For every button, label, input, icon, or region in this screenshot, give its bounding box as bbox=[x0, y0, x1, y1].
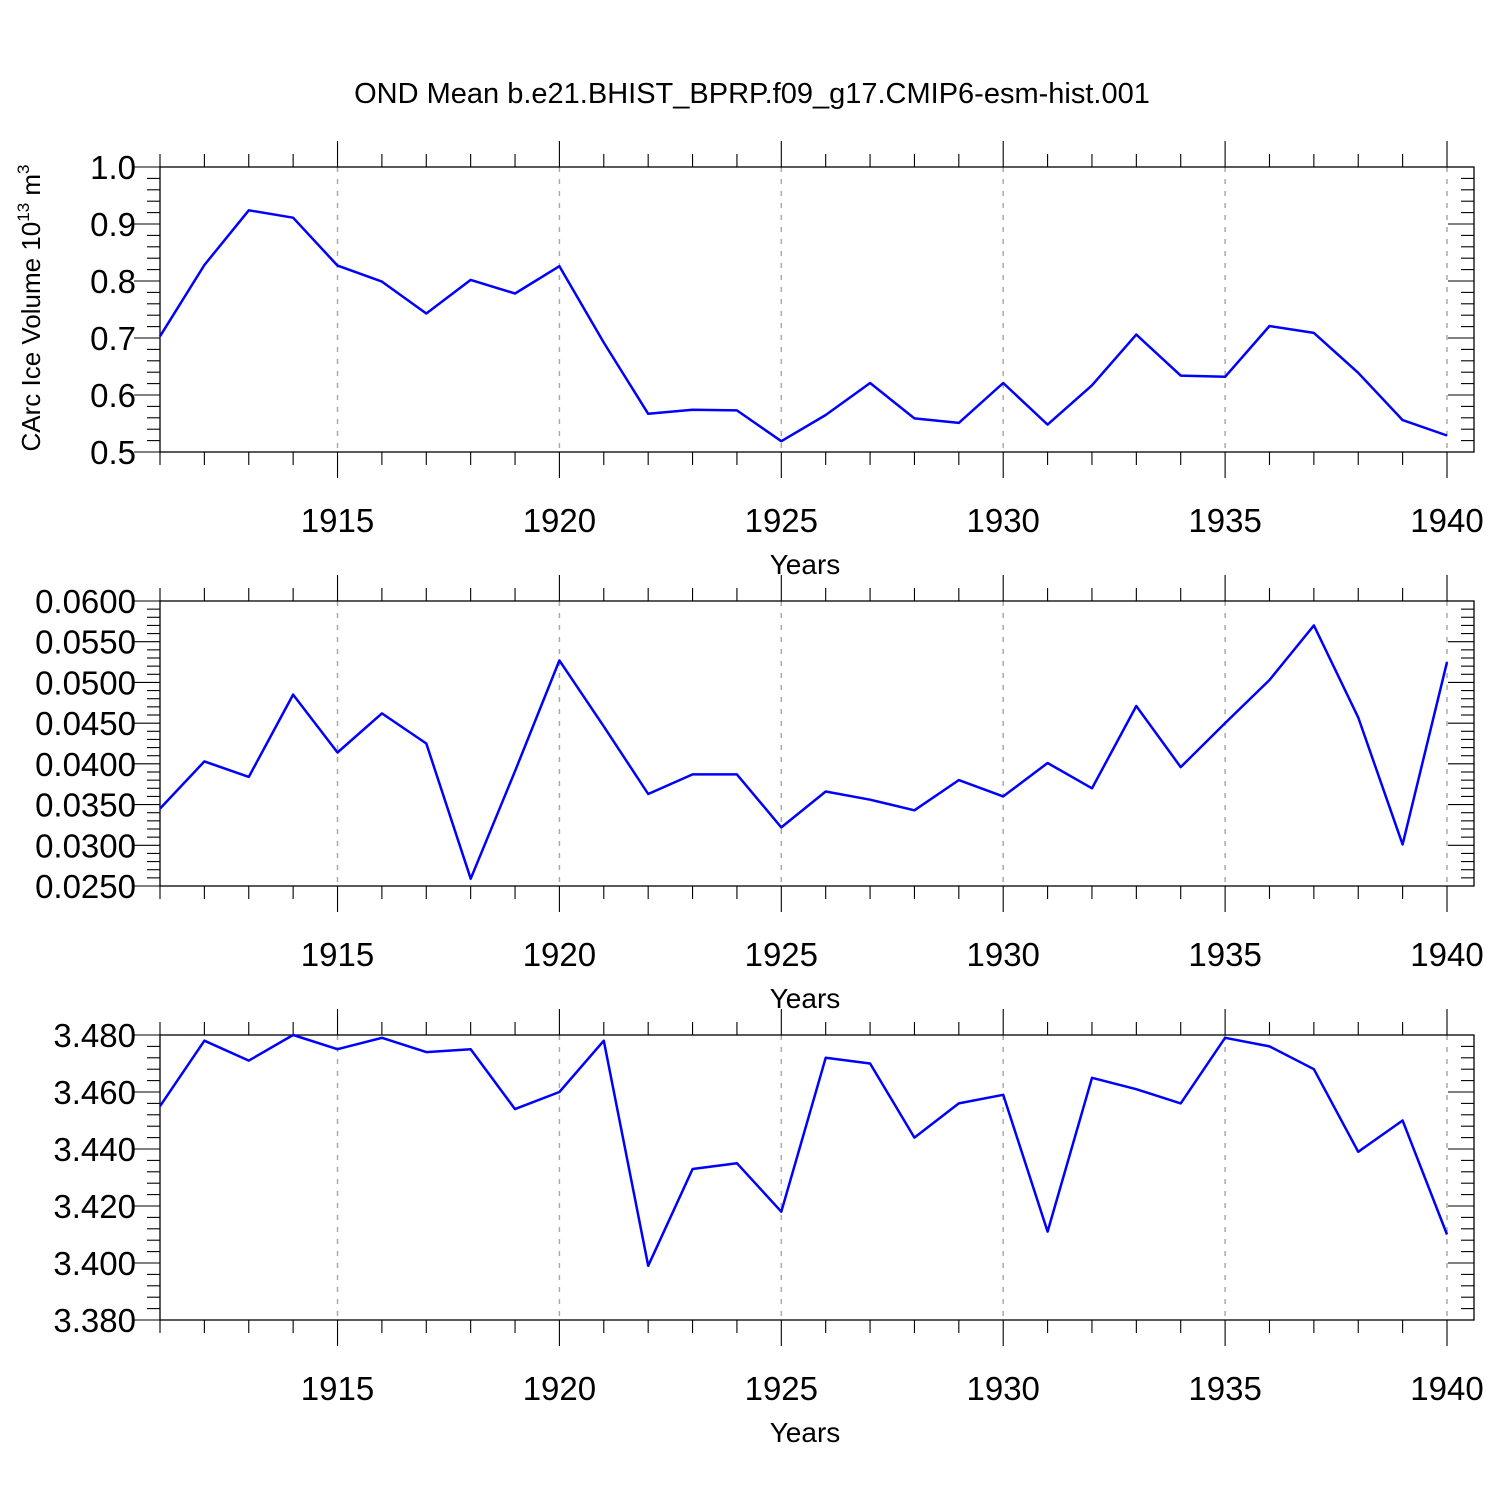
x-tick-label: 1925 bbox=[745, 1370, 818, 1407]
y-tick-label: 0.6 bbox=[90, 377, 136, 414]
y-tick-label: 3.420 bbox=[53, 1188, 136, 1225]
x-tick-label: 1930 bbox=[966, 502, 1039, 539]
plot-frame bbox=[159, 166, 1475, 453]
y-tick-label: 0.7 bbox=[90, 320, 136, 357]
x-axis-label: Years bbox=[770, 1417, 841, 1448]
y-tick-label: 0.0550 bbox=[35, 624, 136, 661]
x-tick-label: 1915 bbox=[301, 502, 374, 539]
y-tick-label: 0.0400 bbox=[35, 746, 136, 783]
x-axis-label: Years bbox=[770, 983, 841, 1014]
plot-frame bbox=[159, 600, 1475, 887]
y-axis-label-text: CArc Ice Volume 10 bbox=[16, 222, 46, 452]
y-tick-label: 1.0 bbox=[90, 149, 136, 186]
x-tick-label: 1925 bbox=[745, 502, 818, 539]
y-tick-label: 3.460 bbox=[53, 1074, 136, 1111]
x-tick-label: 1940 bbox=[1410, 936, 1483, 973]
series-line bbox=[158, 209, 1448, 443]
x-tick-label: 1940 bbox=[1410, 502, 1483, 539]
y-tick-label: 3.380 bbox=[53, 1302, 136, 1339]
y-tick-label: 0.8 bbox=[90, 263, 136, 300]
x-tick-label: 1935 bbox=[1188, 1370, 1261, 1407]
y-tick-label: 0.0600 bbox=[35, 583, 136, 620]
x-tick-label: 1920 bbox=[523, 936, 596, 973]
x-tick-label: 1915 bbox=[301, 1370, 374, 1407]
panel-ice-area: 3.380 3.400 3.420 3.440 3.460 3.480 1915 1920 19… bbox=[53, 1009, 1484, 1448]
plot-frame bbox=[159, 1034, 1475, 1321]
series-line bbox=[158, 1033, 1449, 1268]
x-tick-label: 1915 bbox=[301, 936, 374, 973]
y-tick-label: 3.400 bbox=[53, 1245, 136, 1282]
y-tick-label: 3.480 bbox=[53, 1017, 136, 1054]
x-tick-label: 1920 bbox=[523, 1370, 596, 1407]
x-tick-label: 1940 bbox=[1410, 1370, 1483, 1407]
x-tick-label: 1930 bbox=[966, 1370, 1039, 1407]
x-tick-label: 1925 bbox=[745, 936, 818, 973]
panel-ice-volume: 0.5 0.6 0.7 0.8 0.9 1.0 1915 1920 1925 1930 1935 19… bbox=[90, 141, 1484, 580]
x-tick-label: 1930 bbox=[966, 936, 1039, 973]
y-tick-label: 0.5 bbox=[90, 434, 136, 471]
y-axis-label-unit: m bbox=[16, 174, 46, 203]
y-axis-label-exponent: 13 bbox=[14, 203, 33, 222]
y-tick-label: 3.440 bbox=[53, 1131, 136, 1168]
y-axis-label-unit-exponent: 3 bbox=[14, 164, 33, 173]
x-tick-label: 1920 bbox=[523, 502, 596, 539]
x-tick-label: 1935 bbox=[1188, 936, 1261, 973]
chart-title: OND Mean b.e21.BHIST_BPRP.f09_g17.CMIP6-… bbox=[354, 78, 1150, 110]
y-tick-label: 0.0500 bbox=[35, 664, 136, 701]
y-axis-label-volume: CArc Ice Volume 1013 m3 bbox=[14, 164, 46, 451]
series-line bbox=[159, 624, 1449, 880]
y-tick-label: 0.0300 bbox=[35, 827, 136, 864]
y-tick-label: 0.0450 bbox=[35, 705, 136, 742]
y-tick-label: 0.0250 bbox=[35, 868, 136, 905]
y-tick-label: 0.9 bbox=[90, 206, 136, 243]
x-axis-label: Years bbox=[770, 549, 841, 580]
x-tick-label: 1935 bbox=[1188, 502, 1261, 539]
y-tick-label: 0.0350 bbox=[35, 787, 136, 824]
